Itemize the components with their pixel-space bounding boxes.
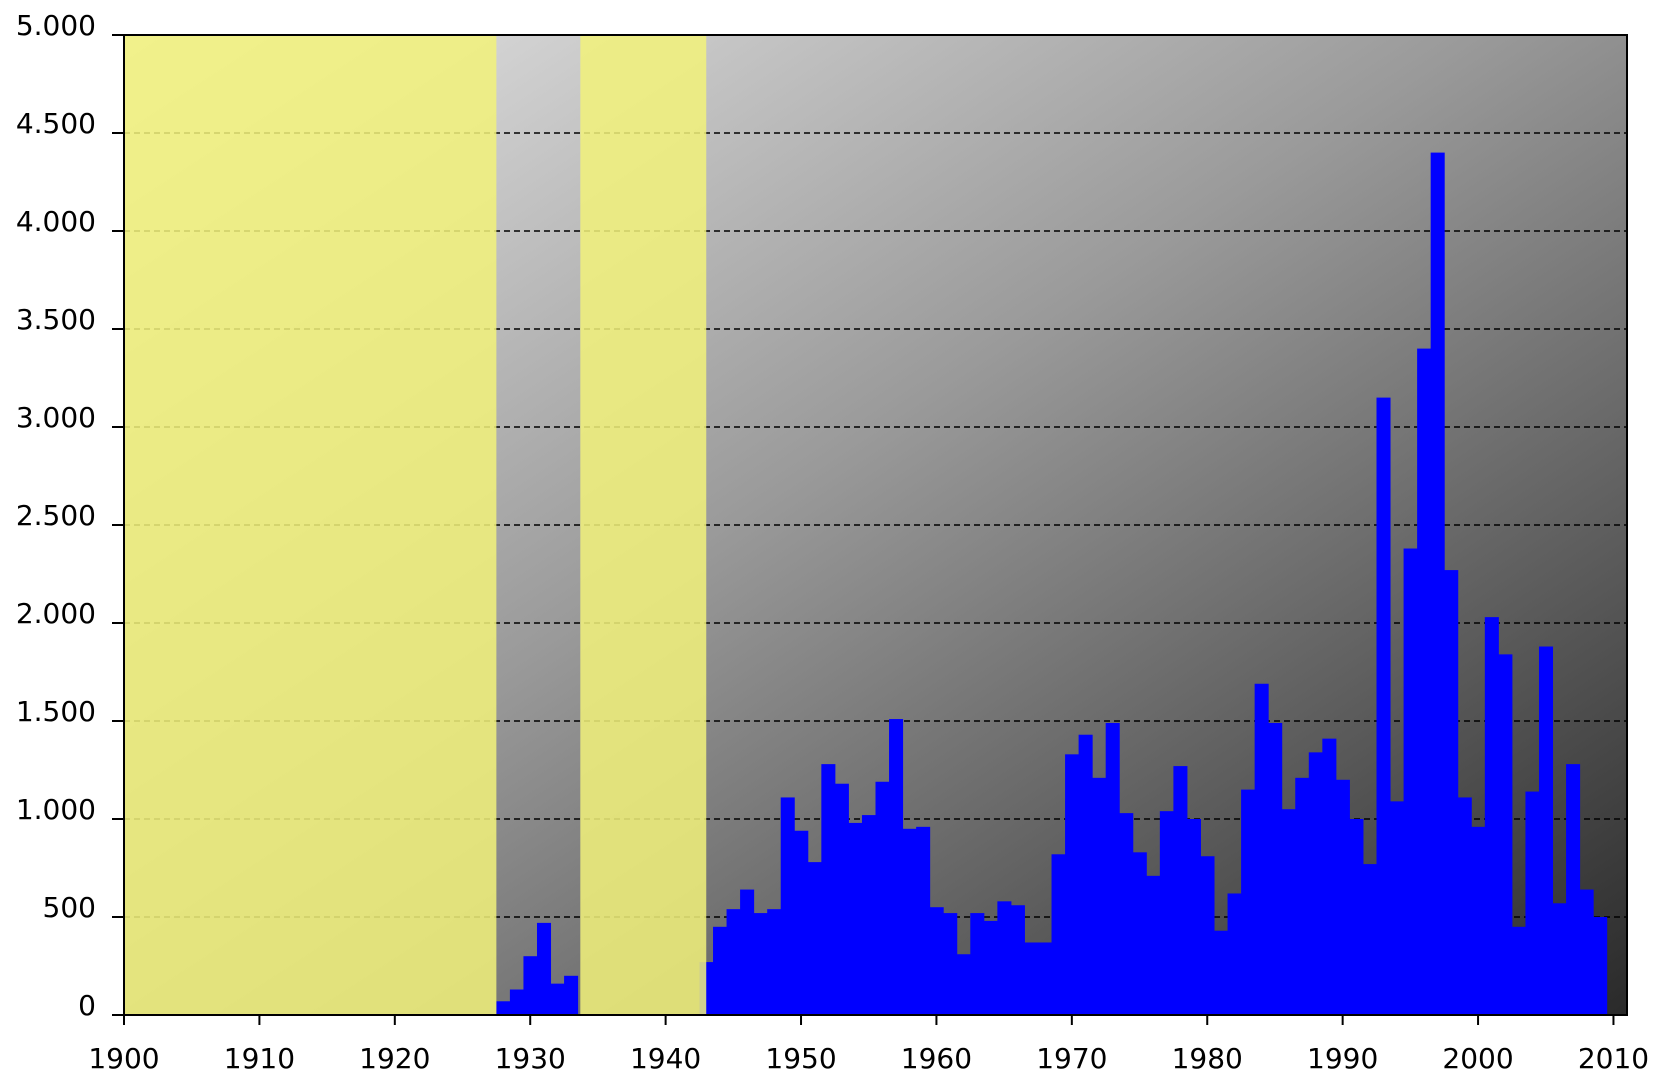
highlight-span [580,35,707,1015]
bar [523,956,538,1015]
bar [1159,811,1174,1015]
y-tick-label: 1.500 [16,695,96,728]
bar [1200,856,1215,1015]
bar [916,826,931,1015]
bar [509,989,524,1015]
bar [1417,348,1432,1016]
y-tick-label: 3.000 [16,401,96,434]
bar [1119,813,1134,1015]
x-tick-label: 1910 [224,1042,295,1075]
bar [929,907,944,1015]
bar [983,920,998,1015]
bar [1186,819,1201,1015]
bar [1051,854,1066,1015]
y-tick-label: 1.000 [16,793,96,826]
bar [875,781,890,1015]
x-tick-label: 1900 [88,1042,159,1075]
bar [726,909,741,1015]
bar [1078,734,1093,1015]
bar [536,922,552,1015]
bar [1552,903,1567,1015]
highlight-span [124,35,497,1015]
bar [1065,754,1080,1015]
bar [1105,722,1120,1015]
bar [1538,646,1554,1015]
bar [1281,809,1296,1015]
plot-frame [123,34,1628,1016]
bar [1024,942,1039,1015]
bar [1349,819,1364,1015]
bar [1322,738,1337,1015]
bar [1254,683,1269,1015]
bar [1376,397,1391,1016]
bar [997,901,1012,1015]
x-tick-label: 2000 [1442,1042,1513,1075]
x-tick-label: 1930 [495,1042,566,1075]
bar [794,830,809,1015]
bar [1430,152,1445,1016]
y-tick-label: 2.500 [16,499,96,532]
bar [1498,654,1513,1015]
bar [1146,875,1161,1015]
bar [1484,617,1499,1015]
bar [1268,722,1283,1015]
bar [970,913,985,1015]
bar [780,797,795,1015]
bar [713,926,728,1015]
x-tick-label: 2010 [1578,1042,1649,1075]
bar [1579,889,1594,1015]
bar [1010,905,1025,1015]
x-tick-label: 1920 [359,1042,430,1075]
bar [1241,789,1256,1015]
bar [1308,752,1323,1015]
x-tick-label: 1990 [1307,1042,1378,1075]
y-tick-label: 3.500 [16,303,96,336]
x-tick-label: 1980 [1172,1042,1243,1075]
bar [496,1001,511,1015]
x-tick-label: 1940 [630,1042,701,1075]
y-tick-label: 2.000 [16,597,96,630]
bar [1471,826,1486,1015]
bar [1525,791,1540,1015]
bar [1037,942,1053,1015]
y-tick-label: 5.000 [16,9,96,42]
bar [807,862,822,1015]
bar [1457,797,1472,1015]
x-tick-label: 1960 [901,1042,972,1075]
x-tick-label: 1970 [1036,1042,1107,1075]
bar [834,783,849,1015]
bar [1295,777,1310,1015]
bar [861,815,876,1015]
bar [1403,548,1418,1015]
bar [753,913,768,1015]
y-tick-label: 500 [43,891,96,924]
bar [1390,801,1405,1015]
bar [848,822,863,1015]
bar [1335,779,1350,1015]
bar [1444,570,1459,1015]
y-tick-label: 0 [78,989,96,1022]
bar [1566,764,1581,1015]
bar [1214,930,1229,1015]
x-tick-label: 1950 [765,1042,836,1075]
bar [1511,926,1526,1015]
bar [1092,777,1107,1015]
y-tick-label: 4.500 [16,107,96,140]
bar [1132,852,1147,1015]
bar [902,828,917,1015]
bar [956,954,971,1015]
bar [1593,917,1608,1015]
bar [943,913,958,1015]
bar [1173,766,1188,1015]
bar [1362,864,1377,1015]
bar [740,889,755,1015]
bar [821,764,836,1015]
bar [564,975,579,1015]
y-tick-label: 4.000 [16,205,96,238]
bar [550,983,565,1015]
bar [889,719,904,1015]
bar [767,909,782,1015]
bar [1227,893,1242,1015]
